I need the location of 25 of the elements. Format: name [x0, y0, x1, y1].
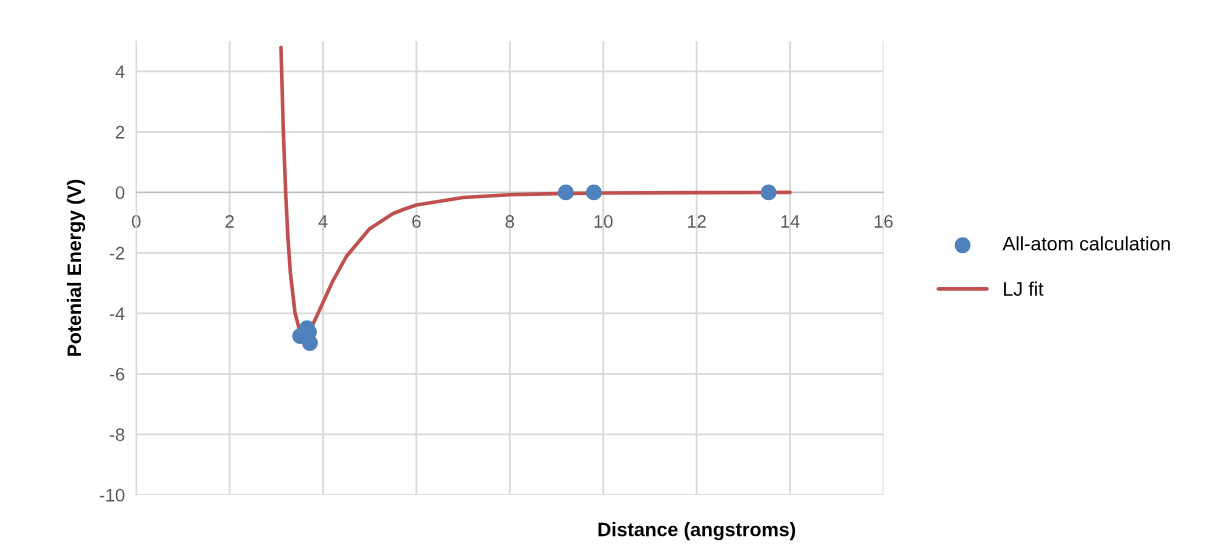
point	[557, 184, 574, 201]
x-tick-label: 10	[594, 215, 613, 228]
x-tick-label: 4	[318, 215, 328, 228]
y-tick-label: 4	[115, 65, 125, 78]
x-tick-label: 6	[412, 215, 421, 228]
point	[760, 184, 777, 201]
x-tick-label: 2	[225, 215, 234, 228]
x-tick-label: 14	[781, 215, 800, 228]
x-tick-label: 16	[874, 215, 893, 228]
y-tick-label: 0	[115, 186, 125, 200]
y-tick-label: -4	[109, 307, 125, 320]
y-tick-label: -2	[109, 246, 125, 260]
y-tick-label: -6	[109, 367, 125, 381]
point	[301, 335, 318, 351]
legend-label: LJ fit	[1004, 281, 1044, 296]
y-tick-label: 2	[115, 125, 125, 139]
x-tick-label: 8	[505, 215, 515, 228]
legend-label: All-atom calculation	[1002, 236, 1170, 251]
y-axis-title: Potenial Energy (V)	[66, 179, 86, 356]
y-tick-label: -8	[109, 428, 125, 442]
y-tick-label: -10	[99, 488, 125, 502]
x-tick-label: 12	[687, 215, 706, 228]
x-axis-title: Distance (angstroms)	[598, 522, 796, 541]
x-tick-label: 0	[131, 215, 141, 228]
point	[585, 184, 602, 201]
